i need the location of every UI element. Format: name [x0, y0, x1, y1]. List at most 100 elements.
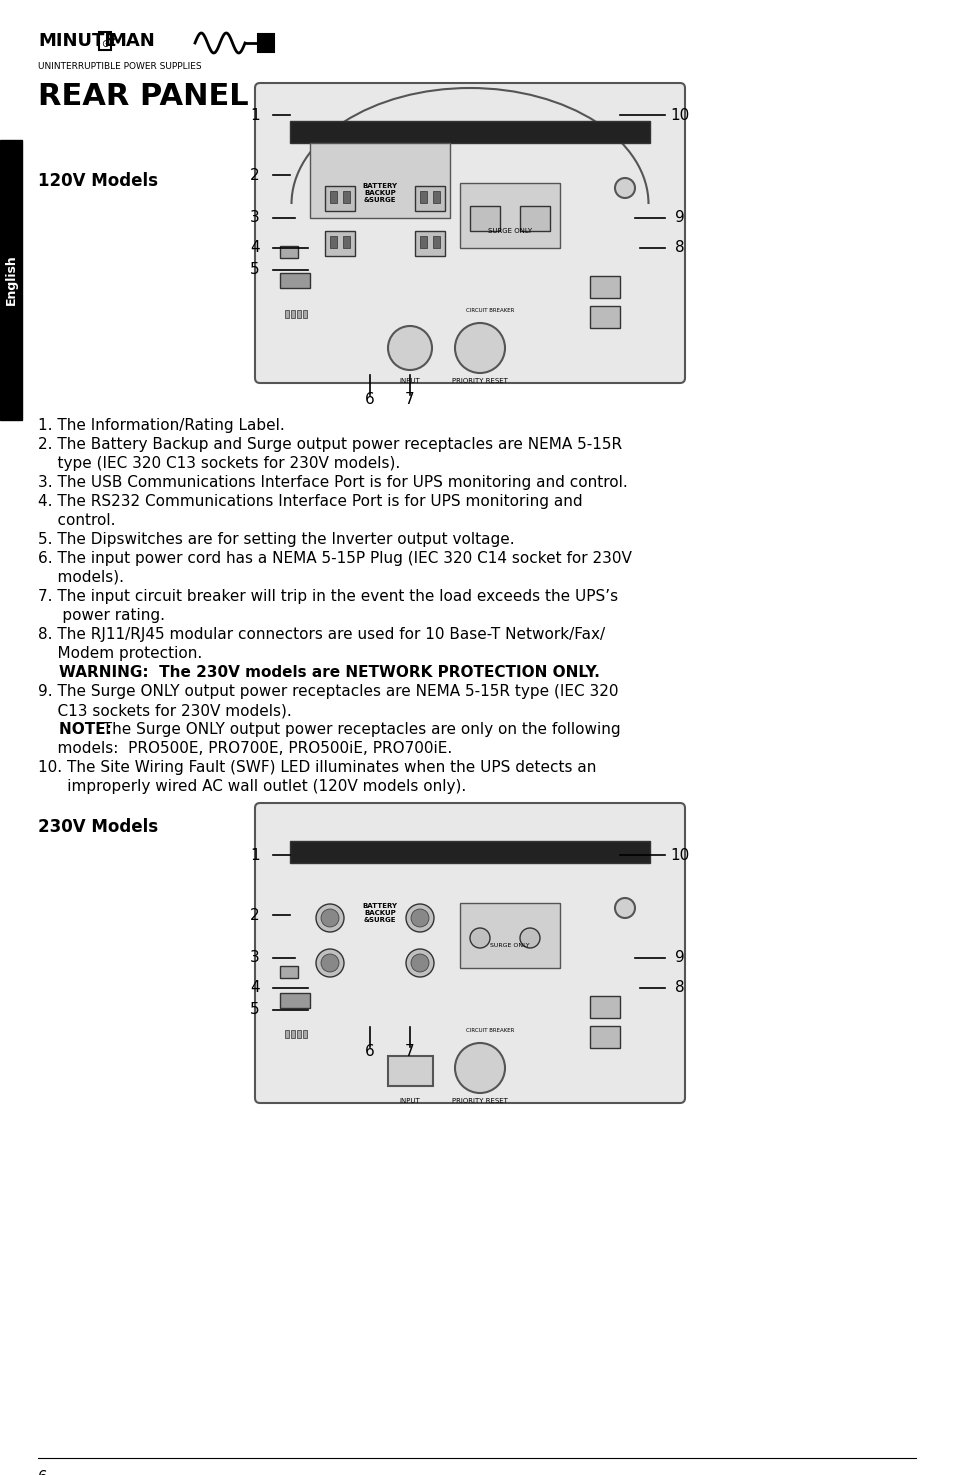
Bar: [459, 183, 559, 248]
Text: 6. The input power cord has a NEMA 5-15P Plug (IEC 320 C14 socket for 230V: 6. The input power cord has a NEMA 5-15P…: [38, 552, 631, 566]
Bar: [519, 207, 550, 232]
Text: type (IEC 320 C13 sockets for 230V models).: type (IEC 320 C13 sockets for 230V model…: [38, 456, 400, 471]
Bar: [280, 966, 297, 978]
Bar: [325, 186, 355, 211]
Bar: [343, 190, 350, 204]
Bar: [0, 140, 22, 420]
Text: NOTE:: NOTE:: [38, 721, 112, 738]
Text: 1: 1: [250, 848, 259, 863]
Bar: [285, 1030, 289, 1038]
Text: 6: 6: [365, 392, 375, 407]
Circle shape: [406, 948, 434, 976]
Text: CIRCUIT BREAKER: CIRCUIT BREAKER: [465, 308, 514, 313]
Text: 4: 4: [250, 981, 259, 996]
Text: MAN: MAN: [108, 32, 154, 50]
Text: REAR PANEL: REAR PANEL: [38, 83, 249, 111]
Bar: [296, 310, 301, 319]
Text: 2. The Battery Backup and Surge output power receptacles are NEMA 5-15R: 2. The Battery Backup and Surge output p…: [38, 437, 621, 451]
Circle shape: [455, 1043, 504, 1093]
Text: SURGE ONLY: SURGE ONLY: [490, 943, 529, 948]
Text: 4. The RS232 Communications Interface Port is for UPS monitoring and: 4. The RS232 Communications Interface Po…: [38, 494, 582, 509]
Bar: [99, 32, 111, 50]
Bar: [291, 1030, 294, 1038]
Text: 8. The RJ11/RJ45 modular connectors are used for 10 Base-T Network/Fax/: 8. The RJ11/RJ45 modular connectors are …: [38, 627, 604, 642]
Text: INPUT: INPUT: [399, 378, 420, 384]
Bar: [257, 34, 274, 52]
Text: models:  PRO500E, PRO700E, PRO500iE, PRO700iE.: models: PRO500E, PRO700E, PRO500iE, PRO7…: [38, 740, 452, 757]
Text: PRIORITY RESET: PRIORITY RESET: [452, 378, 507, 384]
Text: 3. The USB Communications Interface Port is for UPS monitoring and control.: 3. The USB Communications Interface Port…: [38, 475, 627, 490]
Bar: [280, 993, 310, 1007]
Text: 6: 6: [365, 1044, 375, 1059]
Bar: [285, 310, 289, 319]
Bar: [589, 1027, 619, 1049]
Text: 4: 4: [250, 240, 259, 255]
Text: control.: control.: [38, 513, 115, 528]
Bar: [419, 236, 427, 248]
Circle shape: [315, 904, 344, 932]
Text: BATTERY
BACKUP
&SURGE: BATTERY BACKUP &SURGE: [362, 903, 397, 923]
Bar: [290, 841, 649, 863]
Text: 7: 7: [405, 392, 415, 407]
Bar: [290, 121, 649, 143]
Bar: [433, 190, 439, 204]
Circle shape: [320, 909, 338, 926]
Text: 5: 5: [250, 263, 259, 277]
FancyBboxPatch shape: [254, 83, 684, 384]
Text: 6: 6: [38, 1471, 48, 1475]
Text: 9. The Surge ONLY output power receptacles are NEMA 5-15R type (IEC 320: 9. The Surge ONLY output power receptacl…: [38, 684, 618, 699]
Text: The Surge ONLY output power receptacles are only on the following: The Surge ONLY output power receptacles …: [92, 721, 620, 738]
Text: power rating.: power rating.: [38, 608, 165, 622]
Bar: [303, 310, 307, 319]
Text: INPUT: INPUT: [399, 1097, 420, 1103]
Bar: [433, 236, 439, 248]
Circle shape: [315, 948, 344, 976]
Text: SURGE ONLY: SURGE ONLY: [487, 229, 532, 235]
Circle shape: [411, 909, 429, 926]
Bar: [310, 143, 450, 218]
Text: 10: 10: [670, 848, 689, 863]
Circle shape: [455, 323, 504, 373]
Text: 1: 1: [250, 108, 259, 122]
Text: 3: 3: [250, 950, 259, 966]
Text: 7: 7: [405, 1044, 415, 1059]
Text: BATTERY
BACKUP
&SURGE: BATTERY BACKUP &SURGE: [362, 183, 397, 204]
Bar: [343, 236, 350, 248]
Text: models).: models).: [38, 569, 124, 586]
Text: ⊙: ⊙: [101, 38, 109, 49]
Circle shape: [320, 954, 338, 972]
Bar: [589, 996, 619, 1018]
Text: 120V Models: 120V Models: [38, 173, 158, 190]
Text: 1. The Information/Rating Label.: 1. The Information/Rating Label.: [38, 417, 284, 434]
Bar: [419, 190, 427, 204]
Text: 5: 5: [250, 1003, 259, 1018]
Text: English: English: [5, 255, 17, 305]
Circle shape: [411, 954, 429, 972]
Bar: [280, 273, 310, 288]
FancyBboxPatch shape: [254, 802, 684, 1103]
Bar: [388, 1056, 433, 1086]
Bar: [589, 276, 619, 298]
Bar: [415, 232, 444, 257]
Circle shape: [615, 898, 635, 917]
Bar: [303, 1030, 307, 1038]
Text: UNINTERRUPTIBLE POWER SUPPLIES: UNINTERRUPTIBLE POWER SUPPLIES: [38, 62, 201, 71]
Text: 10: 10: [670, 108, 689, 122]
Text: WARNING:  The 230V models are NETWORK PROTECTION ONLY.: WARNING: The 230V models are NETWORK PRO…: [38, 665, 599, 680]
Text: 3: 3: [250, 211, 259, 226]
Text: 230V Models: 230V Models: [38, 819, 158, 836]
Bar: [415, 186, 444, 211]
Text: 8: 8: [675, 981, 684, 996]
Text: C13 sockets for 230V models).: C13 sockets for 230V models).: [38, 704, 292, 718]
Bar: [325, 232, 355, 257]
Text: 9: 9: [675, 211, 684, 226]
Text: 2: 2: [250, 168, 259, 183]
Text: 7. The input circuit breaker will trip in the event the load exceeds the UPS’s: 7. The input circuit breaker will trip i…: [38, 589, 618, 603]
Text: Modem protection.: Modem protection.: [38, 646, 202, 661]
Text: 10. The Site Wiring Fault (SWF) LED illuminates when the UPS detects an: 10. The Site Wiring Fault (SWF) LED illu…: [38, 760, 596, 774]
Bar: [459, 903, 559, 968]
Text: PRIORITY RESET: PRIORITY RESET: [452, 1097, 507, 1103]
Text: 2: 2: [250, 907, 259, 922]
Text: 5. The Dipswitches are for setting the Inverter output voltage.: 5. The Dipswitches are for setting the I…: [38, 532, 514, 547]
Circle shape: [519, 928, 539, 948]
